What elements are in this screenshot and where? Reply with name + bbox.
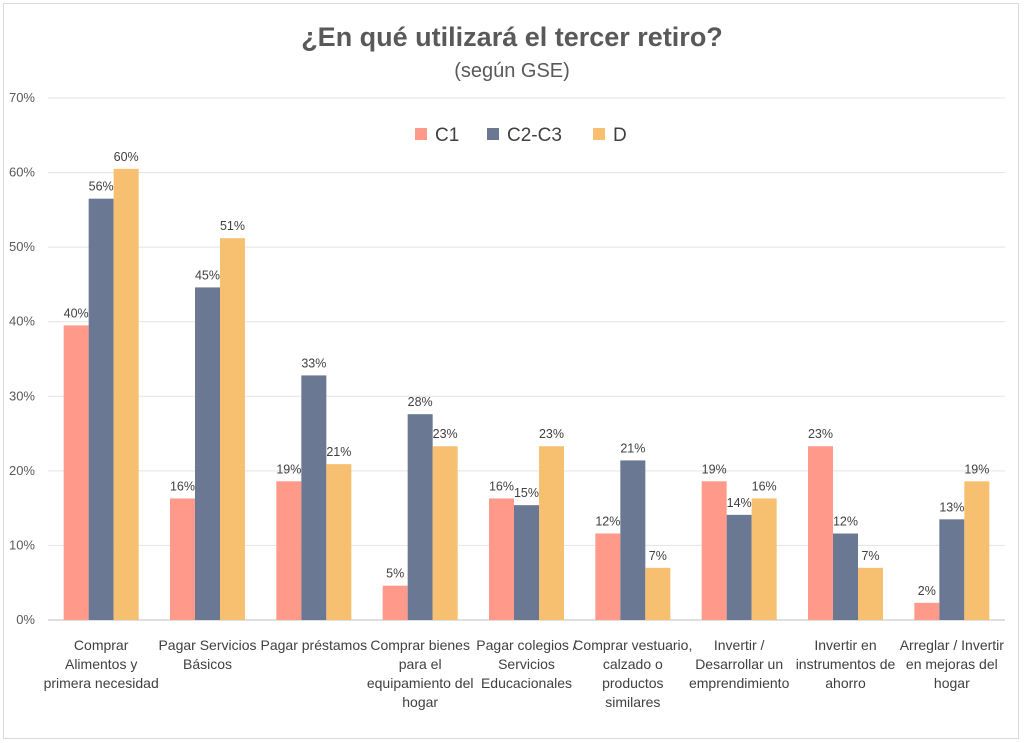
bars: 40% 56% 60% Comprar Alimentos y primera neces… <box>44 150 1005 710</box>
bar-d-6 <box>751 498 777 620</box>
y-tick-label: 10% <box>9 537 35 552</box>
y-tick-label: 40% <box>9 314 35 329</box>
y-tick-label: 20% <box>9 463 35 478</box>
category-label: Comprar Alimentos y primera necesidad <box>44 637 159 691</box>
bar-c2-c3-5 <box>620 460 646 620</box>
y-tick-label: 0% <box>16 612 35 627</box>
category-label: Invertir / Desarrollar un emprendimiento <box>689 637 790 691</box>
bar-c2-c3-2 <box>301 375 327 620</box>
legend: C1 C2-C3 D <box>415 125 627 146</box>
chart-subtitle: (según GSE) <box>454 60 570 82</box>
data-label: 23% <box>433 427 458 441</box>
data-label: 16% <box>752 479 777 493</box>
legend-label-c1: C1 <box>435 125 459 146</box>
bar-c1-0 <box>63 325 89 620</box>
bar-d-5 <box>645 567 671 620</box>
bar-d-0 <box>113 168 139 621</box>
data-label: 7% <box>649 549 667 563</box>
bar-c1-2 <box>276 481 302 620</box>
data-label: 13% <box>939 500 964 514</box>
bar-c2-c3-7 <box>833 533 858 620</box>
category-label: Comprar vestuario, calzado o productos simi… <box>573 637 692 710</box>
data-label: 19% <box>964 462 989 476</box>
y-tick-label: 60% <box>9 165 35 180</box>
legend-label-d: D <box>613 125 627 146</box>
bar-d-4 <box>539 446 564 620</box>
data-label: 16% <box>170 479 195 493</box>
data-label: 16% <box>489 479 514 493</box>
bar-c1-6 <box>701 481 727 620</box>
data-label: 28% <box>408 395 433 409</box>
legend-swatch-d <box>593 128 605 140</box>
data-label: 23% <box>808 427 833 441</box>
bar-d-1 <box>220 238 245 621</box>
bar-c2-c3-6 <box>726 514 752 620</box>
data-label: 15% <box>514 486 539 500</box>
data-label: 12% <box>833 514 858 528</box>
bar-d-8 <box>964 481 990 620</box>
bar-c2-c3-8 <box>939 519 965 620</box>
bar-d-2 <box>326 464 352 620</box>
category-label: Comprar bienes para el equipamiento del hog… <box>367 637 474 710</box>
data-label: 14% <box>727 496 752 510</box>
bar-c1-8 <box>914 602 940 620</box>
bar-c2-c3-1 <box>195 287 220 620</box>
data-label: 19% <box>276 462 301 476</box>
legend-label-c2-c3: C2-C3 <box>507 125 562 146</box>
category-label: Pagar Servicios Básicos <box>158 637 256 672</box>
bar-c1-3 <box>382 585 408 620</box>
data-label: 2% <box>918 584 936 598</box>
y-tick-label: 70% <box>9 90 35 105</box>
data-label: 51% <box>220 219 245 233</box>
bar-c1-1 <box>170 498 195 620</box>
data-label: 5% <box>386 567 404 581</box>
bar-c1-4 <box>489 498 514 620</box>
data-label: 23% <box>539 427 564 441</box>
data-label: 40% <box>64 306 89 320</box>
data-label: 56% <box>89 180 114 194</box>
data-label: 7% <box>861 549 879 563</box>
data-label: 45% <box>195 268 220 282</box>
bar-c2-c3-3 <box>407 414 433 620</box>
data-label: 12% <box>595 514 620 528</box>
y-tick-label: 30% <box>9 388 35 403</box>
data-label: 21% <box>620 441 645 455</box>
bar-d-7 <box>858 567 883 620</box>
bar-c2-c3-0 <box>88 198 114 620</box>
y-tick-label: 50% <box>9 239 35 254</box>
data-label: 33% <box>301 356 326 370</box>
category-label: Pagar préstamos <box>261 637 368 653</box>
data-label: 21% <box>326 445 351 459</box>
legend-swatch-c1 <box>415 128 427 140</box>
bar-d-3 <box>432 446 458 620</box>
bar-c1-5 <box>595 533 621 620</box>
category-label: Invertir en instrumentos de ahorro <box>796 637 896 691</box>
bar-c2-c3-4 <box>514 505 539 620</box>
bar-c1-7 <box>808 446 833 620</box>
data-label: 19% <box>702 462 727 476</box>
category-label: Arreglar / Invertir en mejoras del hogar <box>900 637 1005 691</box>
data-label: 60% <box>114 150 139 164</box>
legend-swatch-c2-c3 <box>487 128 499 140</box>
chart-title: ¿En qué utilizará el tercer retiro? <box>301 22 723 52</box>
category-label: Pagar colegios / Servicios Educacionales <box>476 637 577 691</box>
